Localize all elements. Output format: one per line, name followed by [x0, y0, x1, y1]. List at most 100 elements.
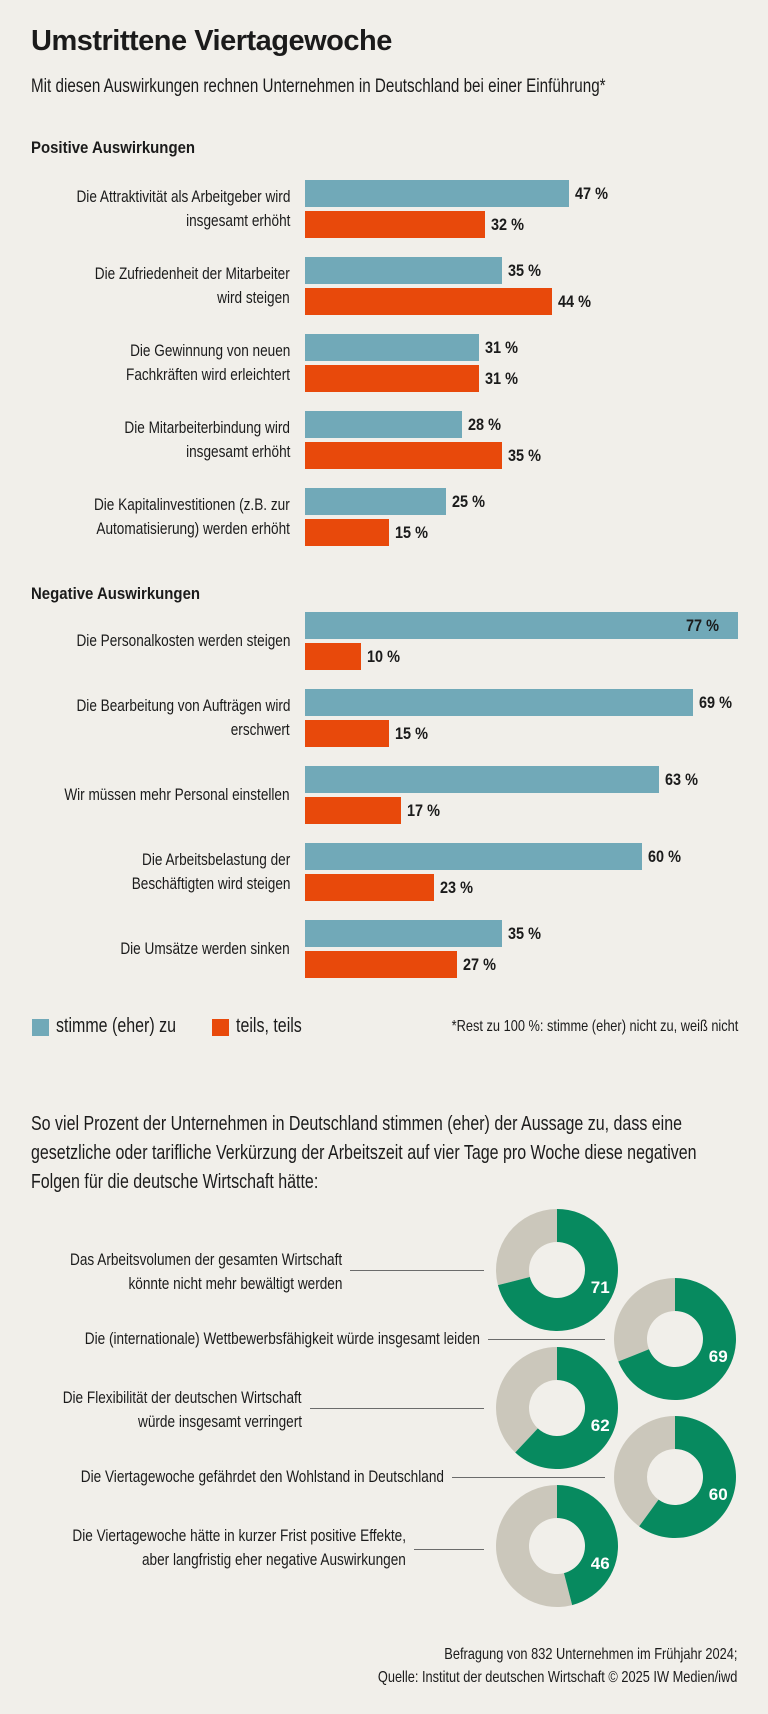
bar-category-label-line: wird steigen — [217, 288, 290, 307]
bar-category-label-line: Die Arbeitsbelastung der — [141, 850, 290, 869]
bar-partly — [305, 211, 485, 238]
donut-rest-segment — [496, 1347, 557, 1453]
bar-partly — [305, 720, 390, 747]
bar-category-label: Die Mitarbeiterbindung wird insgesamt erh… — [0, 416, 290, 464]
legend-label-partly: teils, teils — [236, 1015, 318, 1038]
bar-value-label: 17 % — [406, 801, 440, 820]
section-heading-negative: Negative Auswirkungen — [31, 584, 223, 604]
bar-partly — [305, 519, 390, 546]
bar-value-label: 35 % — [507, 261, 541, 280]
bar-agree — [305, 920, 502, 947]
bar-value-label: 60 % — [648, 847, 682, 866]
footer-source-text: Quelle: Institut der deutschen Wirtschaf… — [377, 1669, 737, 1686]
donut-value-label: 71 — [591, 1278, 610, 1297]
donut-chart: 69 — [614, 1278, 736, 1400]
bar-category-label: Die Personalkosten werden steigen — [0, 629, 290, 653]
bar-value-label: 27 % — [462, 955, 496, 974]
donut-value-label: 46 — [591, 1554, 610, 1573]
bar-category-label-line: Beschäftigten wird steigen — [131, 874, 290, 893]
donut-category-label-line: Das Arbeitsvolumen der gesamten Wirtscha… — [69, 1250, 342, 1269]
legend-label-agree-text: stimme (eher) zu — [56, 1015, 177, 1037]
bar-value-label: 32 % — [490, 215, 524, 234]
bar-category-label-line: insgesamt erhöht — [185, 211, 290, 230]
footer-survey: Befragung von 832 Unternehmen im Frühjah… — [371, 1646, 737, 1664]
bar-value-label: 31 % — [485, 369, 519, 388]
chart-title: Umstrittene Viertagewoche — [31, 25, 392, 57]
donut-category-label: Das Arbeitsvolumen der gesamten Wirtscha… — [0, 1248, 342, 1296]
footer-source: Quelle: Institut der deutschen Wirtschaf… — [288, 1669, 737, 1687]
bar-agree — [305, 257, 502, 284]
bar-value-label: 15 % — [395, 523, 429, 542]
section-heading-positive: Positive Auswirkungen — [31, 138, 217, 158]
section-heading-negative-text: Negative Auswirkungen — [31, 584, 201, 603]
bar-value-label: 10 % — [367, 647, 401, 666]
footer-survey-text: Befragung von 832 Unternehmen im Frühjah… — [443, 1646, 737, 1663]
donut-connector-line — [452, 1477, 605, 1478]
bar-category-label-line: Die Bearbeitung von Aufträgen wird — [76, 696, 290, 715]
bar-partly — [305, 365, 480, 392]
bar-category-label-line: Die Zufriedenheit der Mitarbeiter — [94, 264, 290, 283]
bar-value-label: 35 % — [507, 446, 541, 465]
bar-category-label-line: Die Kapitalinvestitionen (z.B. zur — [94, 495, 290, 514]
bar-partly — [305, 951, 457, 978]
section-heading-positive-text: Positive Auswirkungen — [31, 138, 196, 157]
bar-agree — [305, 843, 643, 870]
bar-category-label-line: Die Umsätze werden sinken — [120, 939, 290, 958]
legend-label-partly-text: teils, teils — [236, 1015, 302, 1037]
bar-value-label: 44 % — [558, 292, 592, 311]
footnote: *Rest zu 100 %: stimme (eher) nicht zu, … — [380, 1018, 738, 1036]
bar-value-label: 77 % — [685, 616, 719, 635]
bar-agree — [305, 766, 660, 793]
bar-category-label-line: insgesamt erhöht — [185, 442, 290, 461]
donut-category-label: Die Viertagewoche hätte in kurzer Frist … — [0, 1524, 406, 1572]
bar-agree — [305, 334, 480, 361]
bar-category-label-line: Wir müssen mehr Personal einstellen — [64, 785, 290, 804]
legend-label-agree: stimme (eher) zu — [56, 1015, 206, 1038]
donut-rest-segment — [613, 1416, 675, 1527]
bar-partly — [305, 874, 435, 901]
subtitle-text: Mit diesen Auswirkungen rechnen Unterneh… — [31, 76, 606, 97]
donut-value-segment — [639, 1416, 736, 1538]
bar-category-label: Wir müssen mehr Personal einstellen — [0, 783, 290, 807]
donut-category-label-line: aber langfristig eher negative Auswirkun… — [142, 1550, 406, 1569]
donut-connector-line — [414, 1549, 484, 1550]
bar-value-label: 28 % — [468, 415, 502, 434]
donut-value-label: 60 — [709, 1485, 728, 1504]
donut-intro-paragraph: So viel Prozent der Unternehmen in Deuts… — [31, 1113, 697, 1193]
donut-category-label-line: Die (internationale) Wettbewerbsfähigkei… — [84, 1329, 480, 1348]
legend-swatch-agree — [32, 1019, 49, 1036]
bar-value-label: 69 % — [698, 693, 732, 712]
bar-category-label-line: Fachkräften wird erleichtert — [125, 365, 290, 384]
donut-rest-segment — [614, 1278, 675, 1362]
donut-connector-line — [310, 1408, 484, 1409]
bar-partly — [305, 288, 553, 315]
bar-value-label: 47 % — [575, 184, 609, 203]
donut-category-label: Die Viertagewoche gefährdet den Wohlstan… — [0, 1465, 444, 1489]
donut-category-label-line: könnte nicht mehr bewältigt werden — [128, 1274, 342, 1293]
donut-value-segment — [515, 1347, 618, 1470]
bar-value-label: 31 % — [485, 338, 519, 357]
donut-value-label: 62 — [591, 1416, 610, 1435]
bar-agree — [305, 488, 446, 515]
bar-partly — [305, 643, 362, 670]
donut-chart: 46 — [496, 1485, 619, 1607]
bar-value-label: 25 % — [451, 492, 485, 511]
donut-connector-line — [350, 1270, 484, 1271]
donut-value-segment — [618, 1278, 736, 1400]
bar-category-label-line: Die Mitarbeiterbindung wird — [124, 418, 290, 437]
donut-rest-segment — [496, 1209, 557, 1286]
donut-value-label: 69 — [709, 1347, 728, 1366]
donut-category-label-line: würde insgesamt verringert — [137, 1412, 302, 1431]
chart-subtitle: Mit diesen Auswirkungen rechnen Unterneh… — [31, 76, 749, 98]
donut-rest-segment — [496, 1485, 573, 1607]
bar-category-label: Die Zufriedenheit der Mitarbeiter wird st… — [0, 262, 290, 310]
bar-category-label-line: Die Personalkosten werden steigen — [76, 631, 290, 650]
bar-category-label: Die Bearbeitung von Aufträgen wird erschw… — [0, 694, 290, 742]
donut-category-label: Die (internationale) Wettbewerbsfähigkei… — [0, 1327, 480, 1351]
donut-chart: 60 — [613, 1416, 736, 1538]
bar-category-label-line: Automatisierung) werden erhöht — [96, 519, 290, 538]
bar-value-label: 15 % — [395, 724, 429, 743]
bar-category-label-line: Die Attraktivität als Arbeitgeber wird — [76, 187, 290, 206]
footnote-text: *Rest zu 100 %: stimme (eher) nicht zu, … — [451, 1018, 738, 1035]
bar-agree — [305, 689, 693, 716]
